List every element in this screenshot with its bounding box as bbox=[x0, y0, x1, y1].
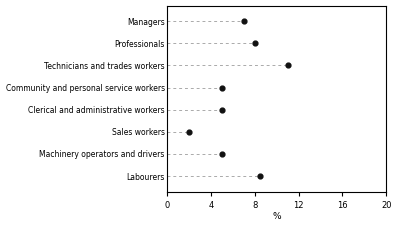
Point bbox=[257, 174, 264, 178]
Point bbox=[219, 86, 225, 89]
Point bbox=[285, 64, 291, 67]
Point bbox=[186, 130, 193, 134]
Point bbox=[252, 41, 258, 45]
X-axis label: %: % bbox=[272, 212, 281, 222]
Point bbox=[219, 152, 225, 156]
Point bbox=[241, 19, 247, 23]
Point bbox=[219, 108, 225, 111]
